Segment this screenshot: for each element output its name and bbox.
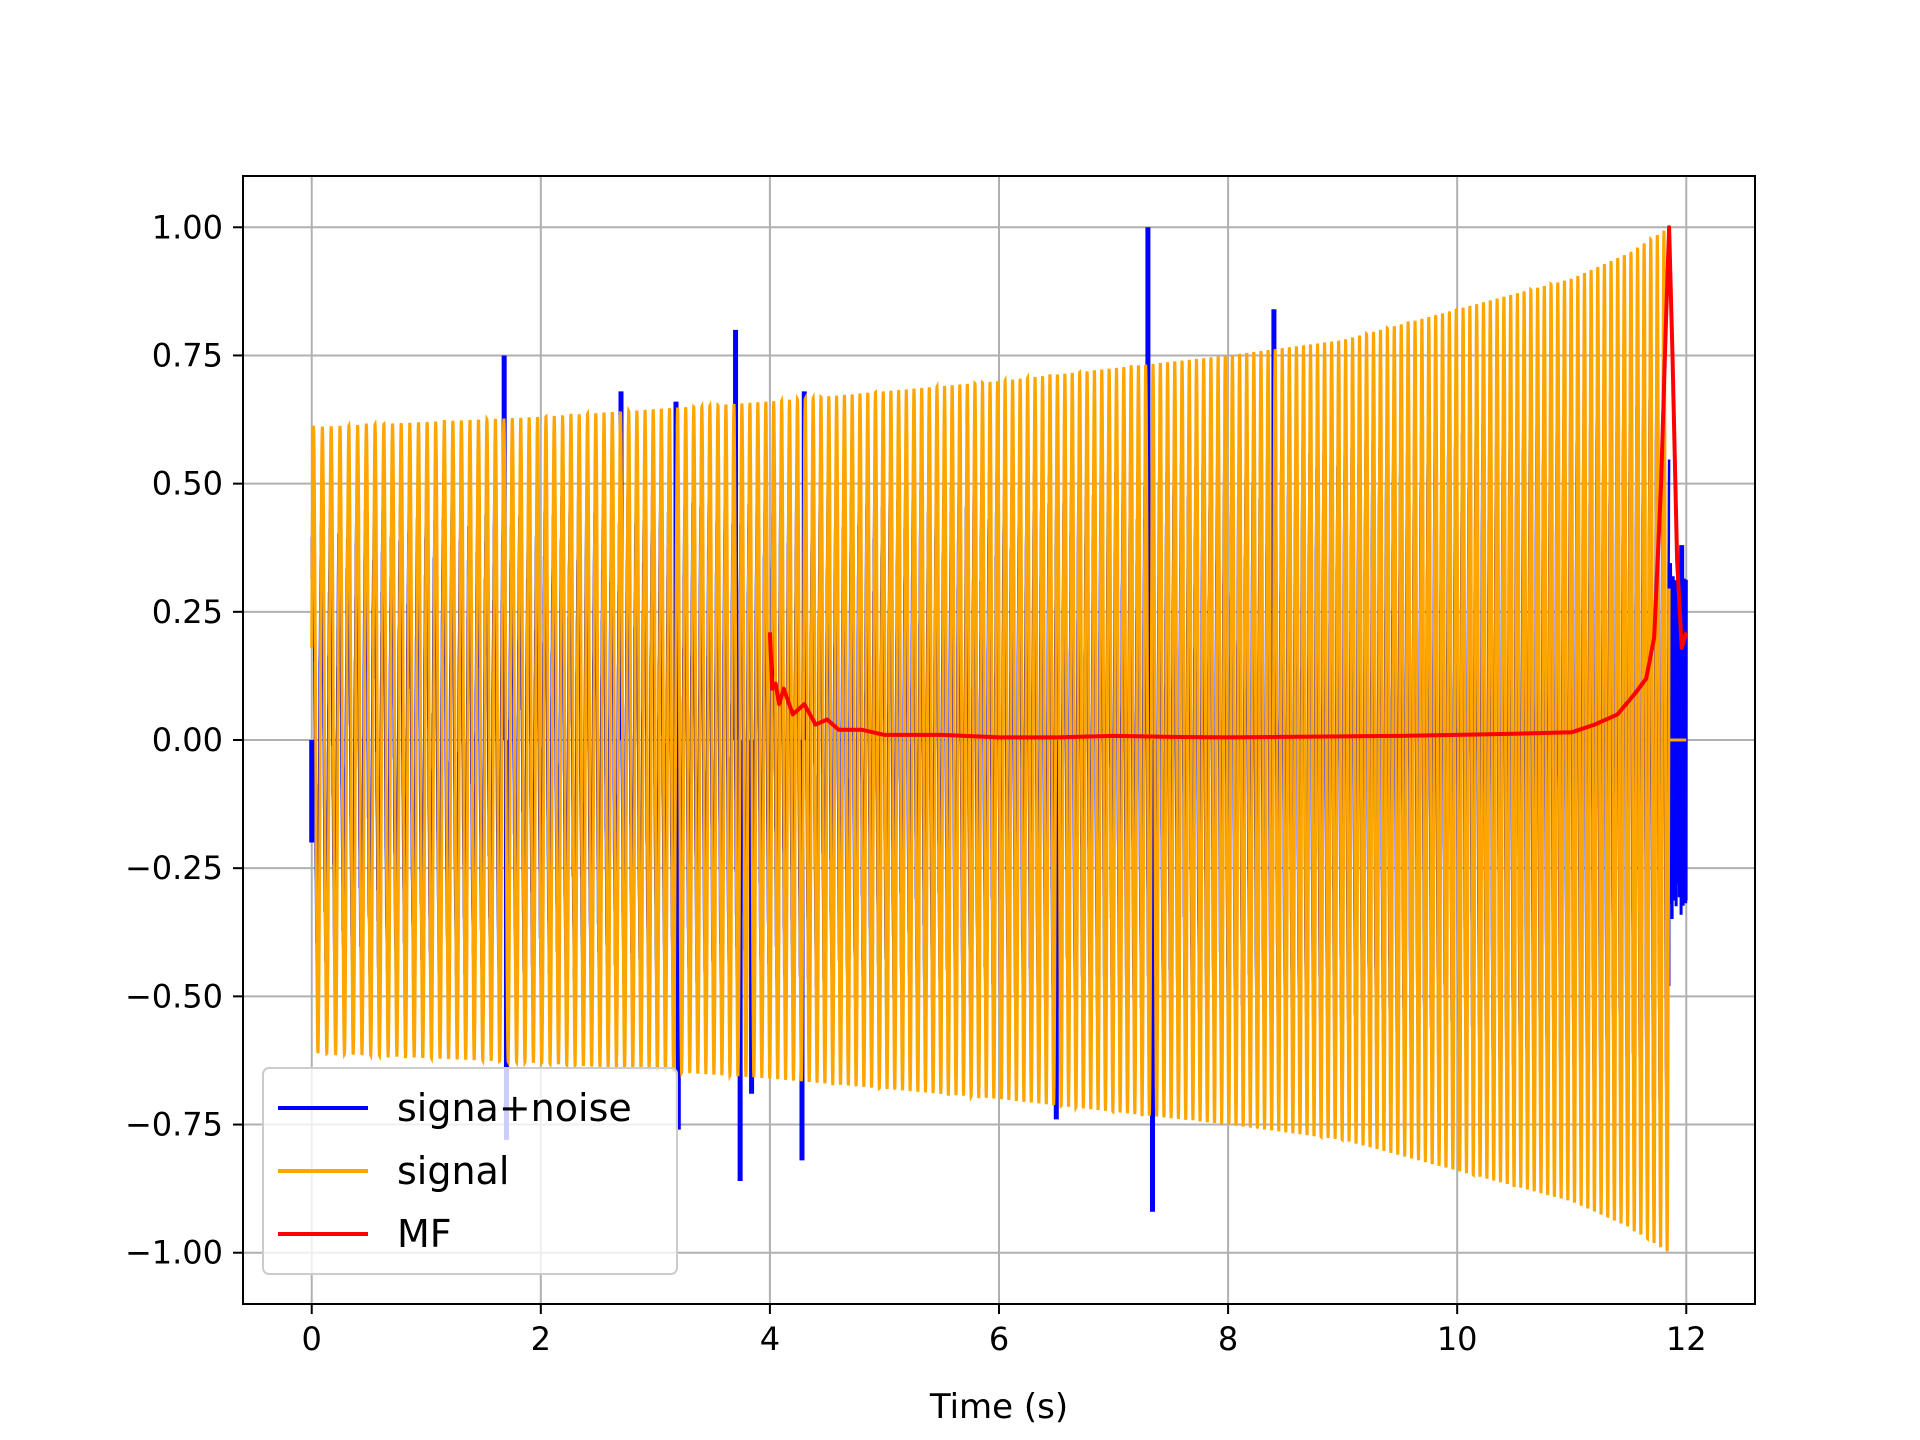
legend-label: signa+noise [397, 1086, 632, 1130]
x-tick-label: 2 [531, 1320, 551, 1358]
x-axis-label: Time (s) [929, 1387, 1068, 1427]
x-tick-label: 10 [1437, 1320, 1478, 1358]
x-tick-label: 8 [1218, 1320, 1238, 1358]
legend-label: signal [397, 1149, 509, 1193]
legend: signa+noise signal MF [262, 1067, 678, 1275]
series-line-signal-noise-tail [1667, 563, 1688, 920]
series-line-signal [310, 230, 1671, 1252]
legend-label: MF [397, 1212, 452, 1256]
y-tick-label: −0.75 [125, 1106, 223, 1144]
y-tick-label: 0.25 [152, 593, 223, 631]
x-tick-label: 0 [302, 1320, 322, 1358]
y-tick-label: −0.50 [125, 977, 223, 1015]
x-tick-label: 4 [760, 1320, 780, 1358]
x-tick-label: 12 [1666, 1320, 1707, 1358]
y-tick-label: 0.00 [152, 721, 223, 759]
y-tick-label: −1.00 [125, 1234, 223, 1272]
y-tick-label: 0.75 [152, 336, 223, 374]
series-line-mf [767, 225, 1689, 740]
plot-area [309, 225, 1689, 1252]
axes-ticks: 0 2 4 6 8 10 12 1.00 0.75 0.50 0.25 0.00 −0.25 −0.50 −… [125, 208, 1707, 1358]
x-tick-label: 6 [989, 1320, 1009, 1358]
legend-box [262, 1067, 678, 1275]
y-tick-label: 1.00 [152, 208, 223, 246]
y-tick-label: −0.25 [125, 849, 223, 887]
y-tick-label: 0.50 [152, 465, 223, 503]
